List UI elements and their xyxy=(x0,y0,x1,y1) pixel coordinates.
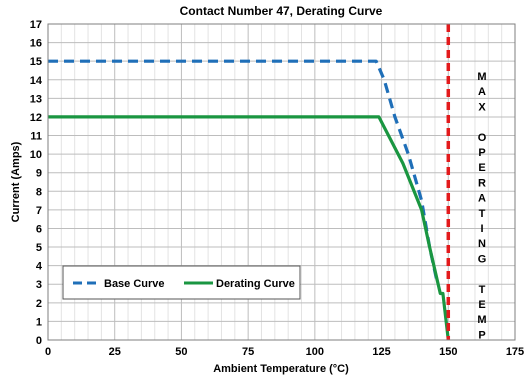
annotation-letter: X xyxy=(478,101,486,113)
plot-frame xyxy=(47,23,516,341)
y-tick-label: 16 xyxy=(30,38,42,50)
y-axis-label: Current (Amps) xyxy=(10,141,22,222)
x-axis-label: Ambient Temperature (°C) xyxy=(213,363,349,375)
y-tick-label: 15 xyxy=(30,56,42,68)
annotation-letter: T xyxy=(479,208,486,220)
x-tick-label: 150 xyxy=(439,346,457,358)
annotation-letter: M xyxy=(477,71,486,83)
legend-label-base: Base Curve xyxy=(104,278,165,290)
series-line-derating xyxy=(48,115,450,341)
annotation-letter: E xyxy=(478,299,485,311)
annotation-letter: P xyxy=(478,147,485,159)
annotation-letter: A xyxy=(478,86,486,98)
annotation-letter: M xyxy=(477,314,486,326)
annotation-letter: N xyxy=(478,238,486,250)
annotation-letter: T xyxy=(479,284,486,296)
chart-title: Contact Number 47, Derating Curve xyxy=(180,4,383,18)
x-tick-label: 25 xyxy=(109,346,121,358)
x-tick-label: 175 xyxy=(506,346,524,358)
y-tick-label: 8 xyxy=(36,186,42,198)
y-tick-label: 1 xyxy=(36,316,42,328)
x-tick-label: 125 xyxy=(372,346,390,358)
y-tick-label: 7 xyxy=(36,205,42,217)
annotation-letter: A xyxy=(478,193,486,205)
y-tick-label: 2 xyxy=(36,298,42,310)
annotation-letter: G xyxy=(478,253,487,265)
series-group xyxy=(48,59,450,341)
annotation-letter: E xyxy=(478,162,485,174)
y-tick-label: 11 xyxy=(30,131,42,143)
y-tick-label: 0 xyxy=(36,335,42,347)
legend-box xyxy=(62,265,301,300)
y-tick-label: 4 xyxy=(36,261,43,273)
y-tick-label: 9 xyxy=(36,168,42,180)
y-tick-label: 10 xyxy=(30,149,42,161)
y-tick-label: 6 xyxy=(36,223,42,235)
legend: Base Curve Derating Curve xyxy=(62,265,301,300)
y-tick-label: 5 xyxy=(36,242,42,254)
annotation-letter: I xyxy=(480,223,483,235)
annotation-letter: O xyxy=(478,132,487,144)
annotation-letter: R xyxy=(478,177,486,189)
y-tick-label: 12 xyxy=(30,112,42,124)
tick-labels: 0 25 50 75 100 125 150 175012345678910111213141… xyxy=(30,19,524,358)
x-tick-label: 75 xyxy=(242,346,254,358)
x-tick-label: 100 xyxy=(306,346,324,358)
y-tick-label: 17 xyxy=(30,19,42,31)
x-tick-label: 0 xyxy=(45,346,51,358)
y-tick-label: 13 xyxy=(30,93,42,105)
legend-label-derating: Derating Curve xyxy=(216,278,295,290)
y-tick-label: 14 xyxy=(30,75,43,87)
annotation-letter: P xyxy=(478,329,485,341)
x-tick-label: 50 xyxy=(175,346,187,358)
y-tick-label: 3 xyxy=(36,279,42,291)
